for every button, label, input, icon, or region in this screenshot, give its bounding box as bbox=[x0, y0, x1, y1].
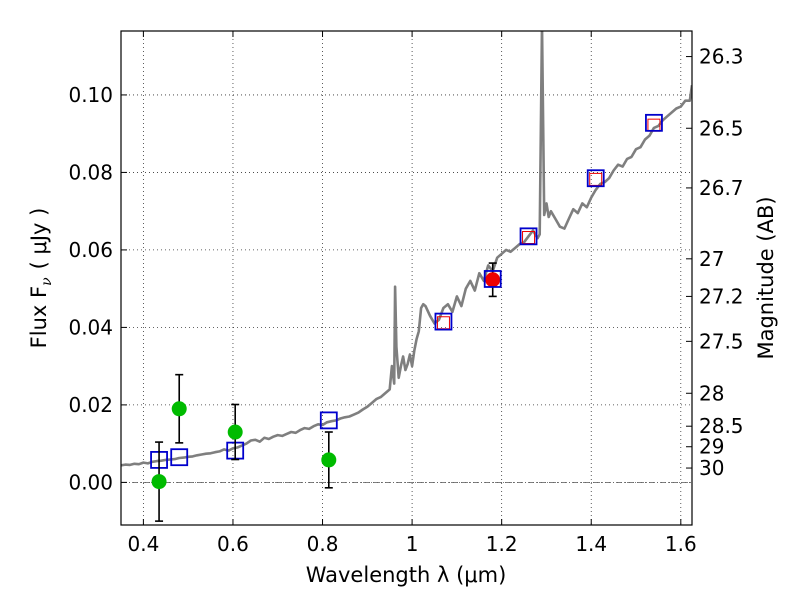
y-axis-label: Flux Fν ( μJy ) bbox=[27, 208, 55, 349]
axes-frame bbox=[120, 30, 693, 526]
y-tick-label: 0.04 bbox=[68, 315, 113, 339]
x-tick-label: 1.4 bbox=[575, 532, 607, 556]
model-square-marker bbox=[170, 448, 189, 467]
right-tick-label: 28 bbox=[699, 381, 724, 405]
x-tick-label: 0.6 bbox=[217, 532, 249, 556]
right-tick-label: 27.5 bbox=[699, 329, 744, 353]
right-tick-label: 29 bbox=[699, 435, 724, 459]
model-square-marker bbox=[434, 312, 453, 331]
optical-point-marker bbox=[151, 474, 167, 490]
optical-point-marker bbox=[171, 401, 187, 417]
y-axis-label-units: ( μJy ) bbox=[27, 208, 51, 270]
y-tick-label: 0.10 bbox=[68, 83, 113, 107]
x-axis-ticks: 0.4 0.6 0.8 1 1.2 1.4 1.6 bbox=[127, 31, 697, 556]
optical-point-marker bbox=[227, 424, 243, 440]
y-tick-label: 0.06 bbox=[68, 238, 113, 262]
x-tick-label: 1.6 bbox=[665, 532, 697, 556]
svg-text:Flux Fν( μJy ): Flux Fν ( μJy ) bbox=[27, 208, 55, 349]
right-tick-label: 26.5 bbox=[699, 116, 744, 140]
optical-point-marker bbox=[321, 452, 337, 468]
spectrum-line bbox=[121, 31, 692, 467]
x-tick-label: 0.4 bbox=[127, 532, 159, 556]
y-tick-label: 0.00 bbox=[68, 470, 113, 494]
y-tick-label: 0.02 bbox=[68, 393, 113, 417]
right-tick-label: 28.5 bbox=[699, 414, 744, 438]
plot-area bbox=[121, 31, 692, 522]
model-square-marker bbox=[645, 113, 663, 132]
y-axis-label-text: Flux F bbox=[27, 286, 51, 348]
right-tick-label: 26.3 bbox=[699, 45, 744, 69]
model-square-marker bbox=[319, 411, 338, 430]
right-tick-label: 27 bbox=[699, 247, 724, 271]
x-axis-label: Wavelength λ (μm) bbox=[306, 563, 507, 587]
right-axis-label: Magnitude (AB) bbox=[754, 196, 778, 359]
x-tick-label: 1 bbox=[406, 532, 419, 556]
x-tick-label: 1.2 bbox=[486, 532, 518, 556]
nir-point-marker bbox=[485, 272, 501, 288]
model-square-marker bbox=[519, 227, 538, 246]
right-tick-label: 27.2 bbox=[699, 284, 744, 308]
right-tick-label: 30 bbox=[699, 456, 724, 480]
model-square-marker bbox=[586, 169, 605, 188]
y-axis-label-subscript: ν bbox=[39, 277, 55, 286]
model-square-marker bbox=[483, 270, 502, 288]
y-axis-ticks: 0.00 0.02 0.04 0.06 0.08 0.10 bbox=[68, 83, 127, 494]
x-tick-label: 0.8 bbox=[307, 532, 339, 556]
y-tick-label: 0.08 bbox=[68, 160, 113, 184]
right-tick-label: 26.7 bbox=[699, 176, 744, 200]
